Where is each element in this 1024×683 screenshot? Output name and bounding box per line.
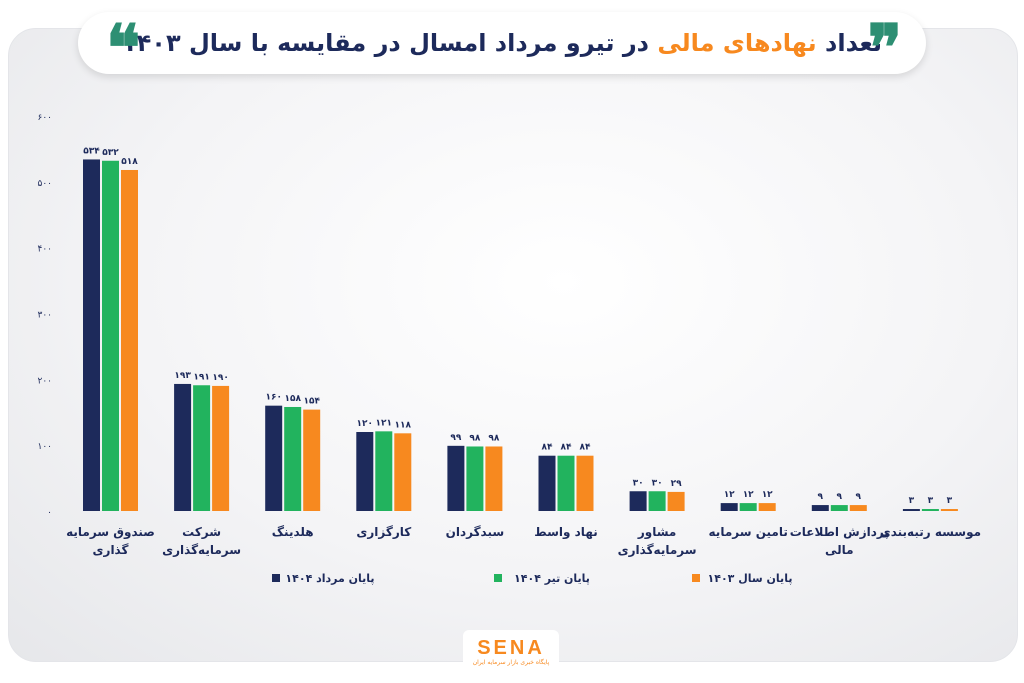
legend-swatch	[692, 574, 700, 582]
y-tick-label: ۲۰۰	[37, 376, 52, 386]
bar-value-label: ۱۹۱	[193, 372, 209, 382]
y-tick-label: ۶۰۰	[37, 113, 52, 123]
y-tick-label: ۳۰۰	[37, 311, 52, 321]
sena-logo: SENA پایگاه خبری بازار سرمایه ایران	[463, 630, 559, 674]
bar	[174, 384, 191, 511]
bar-value-label: ۱۲	[762, 490, 773, 500]
legend-swatch	[494, 574, 502, 582]
bar-value-label: ۱۶۰	[265, 393, 281, 403]
category-label: سرمایه‌گذاری	[162, 543, 241, 557]
bar	[903, 509, 920, 511]
legend-label: پایان مرداد ۱۴۰۴	[285, 572, 374, 585]
bar-value-label: ۵۱۸	[121, 157, 138, 167]
category-label: صندوق سرمایه	[66, 525, 155, 540]
bar-value-label: ۱۲	[743, 490, 754, 500]
bar	[375, 431, 392, 511]
bar-value-label: ۱۹۳	[174, 371, 191, 381]
bar	[212, 386, 229, 511]
bar-value-label: ۱۲	[724, 490, 735, 500]
bar	[812, 505, 829, 511]
bar-value-label: ۹۹	[450, 433, 461, 443]
bar	[539, 456, 556, 511]
bar-value-label: ۱۹۰	[212, 373, 228, 383]
bar-value-label: ۱۱۸	[395, 420, 412, 430]
bar-value-label: ۳	[928, 496, 934, 506]
bar	[265, 406, 282, 511]
bar-value-label: ۹۸	[488, 433, 499, 443]
bar	[649, 491, 666, 511]
bar-value-label: ۳۰	[633, 478, 644, 488]
bar	[759, 503, 776, 511]
bar	[193, 385, 210, 511]
bar	[447, 446, 464, 511]
bar	[284, 407, 301, 511]
bar	[922, 509, 939, 511]
bar-value-label: ۹	[837, 492, 843, 502]
logo-word: SENA	[477, 637, 545, 659]
bar	[485, 446, 502, 511]
bar	[831, 505, 848, 511]
category-label: سرمایه‌گذاری	[618, 543, 697, 557]
category-label: گذاری	[93, 543, 129, 557]
bar-value-label: ۱۲۰	[357, 419, 373, 429]
category-label: تامین سرمایه	[709, 525, 788, 539]
bar	[668, 492, 685, 511]
bar-value-label: ۲۹	[671, 479, 682, 489]
bar-value-label: ۸۴	[561, 443, 572, 453]
category-label: شرکت	[182, 525, 221, 539]
y-tick-label: ۴۰۰	[37, 245, 52, 255]
bar	[721, 503, 738, 511]
legend-label: پایان تیر ۱۴۰۴	[514, 572, 590, 585]
bar	[83, 159, 100, 511]
y-tick-label: ۰	[47, 508, 52, 518]
legend-swatch	[272, 574, 280, 582]
bar-value-label: ۱۲۱	[376, 418, 392, 428]
bar	[303, 410, 320, 511]
bar-value-label: ۵۳۴	[83, 146, 100, 156]
legend-label: پایان سال ۱۴۰۳	[708, 572, 793, 585]
bar	[850, 505, 867, 511]
bar	[121, 170, 138, 511]
bar-value-label: ۹۸	[469, 433, 480, 443]
bar	[577, 456, 594, 511]
bar-value-label: ۵۳۲	[102, 148, 119, 158]
bar	[102, 161, 119, 511]
category-label: نهاد واسط	[534, 525, 598, 540]
bar-value-label: ۹	[856, 492, 862, 502]
category-label: هلدینگ	[272, 525, 314, 539]
bar-value-label: ۸۴	[580, 443, 591, 453]
bar	[356, 432, 373, 511]
bar-value-label: ۹	[818, 492, 824, 502]
bar	[630, 491, 647, 511]
y-tick-label: ۵۰۰	[37, 179, 52, 189]
category-label: مشاور	[637, 525, 677, 540]
bar-value-label: ۸۴	[542, 443, 553, 453]
category-label: کارگزاری	[356, 525, 411, 539]
bar-value-label: ۳	[909, 496, 915, 506]
bar	[941, 509, 958, 511]
bar-value-label: ۳	[947, 496, 953, 506]
bar	[466, 446, 483, 511]
y-tick-label: ۱۰۰	[37, 442, 52, 452]
bar-value-label: ۱۵۸	[284, 394, 301, 404]
category-label: موسسه رتبه‌بندی	[880, 525, 981, 540]
logo-subtitle: پایگاه خبری بازار سرمایه ایران	[473, 659, 550, 667]
category-label: سبدگردان	[446, 525, 505, 539]
category-label: مالی	[825, 543, 854, 557]
bar	[394, 433, 411, 511]
bar-value-label: ۱۵۴	[303, 397, 320, 407]
bar-value-label: ۳۰	[652, 478, 663, 488]
bar	[740, 503, 757, 511]
bar	[558, 456, 575, 511]
category-label: پردازش اطلاعات	[790, 525, 889, 539]
